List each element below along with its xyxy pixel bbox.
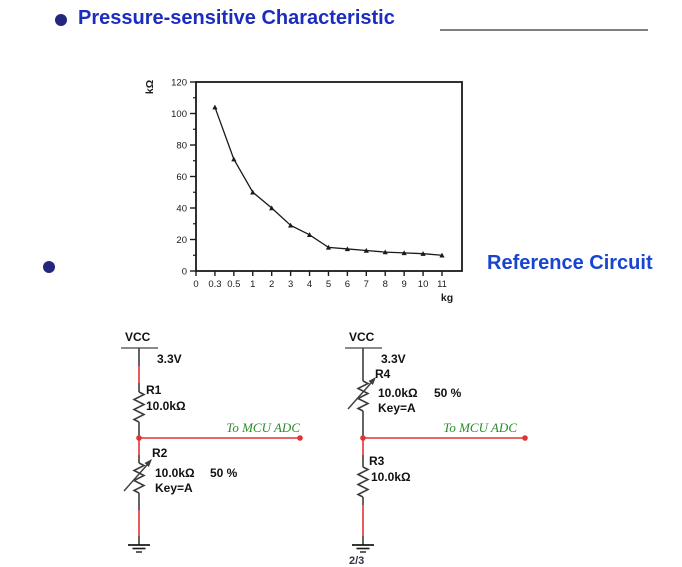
- resistor-key: Key=A: [378, 401, 416, 415]
- svg-text:9: 9: [402, 279, 407, 290]
- resistor-value: 10.0kΩ: [146, 399, 186, 413]
- svg-text:0.3: 0.3: [208, 279, 221, 290]
- resistor-name: R3: [369, 454, 385, 468]
- title-underline: [440, 29, 648, 31]
- wire-end-dot: [297, 435, 303, 441]
- circuit-right: VCC 3.3V R4 10.0kΩ 50 % Key=A To MCU ADC…: [324, 325, 544, 562]
- voltage-label: 3.3V: [381, 352, 406, 366]
- svg-text:40: 40: [176, 204, 187, 215]
- svg-text:80: 80: [176, 141, 187, 152]
- junction-dot: [136, 435, 142, 441]
- resistor-name: R4: [375, 367, 391, 381]
- svg-text:5: 5: [326, 279, 331, 290]
- resistor-r1-symbol: [132, 391, 146, 423]
- adc-net-label: To MCU ADC: [443, 420, 517, 435]
- junction-dot: [360, 435, 366, 441]
- circuit-right-schematic: [345, 347, 528, 553]
- svg-text:20: 20: [176, 235, 187, 246]
- potentiometer-r2-symbol: [132, 462, 146, 494]
- svg-text:10: 10: [418, 279, 429, 290]
- svg-text:3: 3: [288, 279, 293, 290]
- svg-text:1: 1: [250, 279, 255, 290]
- potentiometer-arrow-icon: [347, 382, 372, 410]
- svg-text:kΩ: kΩ: [144, 80, 156, 94]
- svg-text:8: 8: [383, 279, 388, 290]
- resistor-name: R2: [152, 446, 168, 460]
- resistor-value: 10.0kΩ: [371, 470, 411, 484]
- resistor-percent: 50 %: [210, 466, 238, 480]
- svg-text:7: 7: [364, 279, 369, 290]
- svg-text:100: 100: [171, 109, 187, 120]
- circuit-left-schematic: [121, 347, 303, 553]
- resistor-r3-symbol: [356, 466, 370, 498]
- circuit-left: VCC 3.3V R1 10.0kΩ To MCU ADC R2 10.0kΩ …: [100, 325, 320, 562]
- svg-text:0: 0: [182, 267, 187, 278]
- resistor-value: 10.0kΩ: [378, 386, 418, 400]
- resistor-value: 10.0kΩ: [155, 466, 195, 480]
- potentiometer-arrow-icon: [123, 464, 148, 492]
- vcc-label: VCC: [349, 330, 375, 344]
- svg-text:120: 120: [171, 78, 187, 89]
- resistor-percent: 50 %: [434, 386, 462, 400]
- page-title: Pressure-sensitive Characteristic: [78, 7, 395, 29]
- svg-text:0.5: 0.5: [227, 279, 240, 290]
- potentiometer-arrowhead-icon: [368, 377, 376, 385]
- reference-circuit-bullet-icon: [43, 261, 55, 273]
- resistor-key: Key=A: [155, 481, 193, 495]
- svg-text:2: 2: [269, 279, 274, 290]
- svg-text:6: 6: [345, 279, 350, 290]
- svg-text:11: 11: [437, 279, 447, 290]
- svg-text:60: 60: [176, 172, 187, 183]
- voltage-label: 3.3V: [157, 352, 182, 366]
- svg-text:4: 4: [307, 279, 312, 290]
- potentiometer-r4-symbol: [356, 380, 370, 412]
- title-bullet-icon: [55, 14, 67, 26]
- svg-text:0: 0: [193, 279, 198, 290]
- wire-end-dot: [522, 435, 528, 441]
- pressure-chart-svg: 0 20 40 60 80 100 120 0 0.3 0.5 1 2 3 4 5 6 7 8 9 10 11 kΩ kg: [144, 78, 463, 304]
- potentiometer-arrowhead-icon: [144, 459, 152, 467]
- reference-circuit-label: Reference Circuit: [487, 252, 653, 274]
- footer-page-number: 2/3: [349, 555, 365, 567]
- svg-text:kg: kg: [441, 292, 453, 304]
- resistor-name: R1: [146, 383, 162, 397]
- adc-net-label: To MCU ADC: [226, 420, 300, 435]
- vcc-label: VCC: [125, 330, 151, 344]
